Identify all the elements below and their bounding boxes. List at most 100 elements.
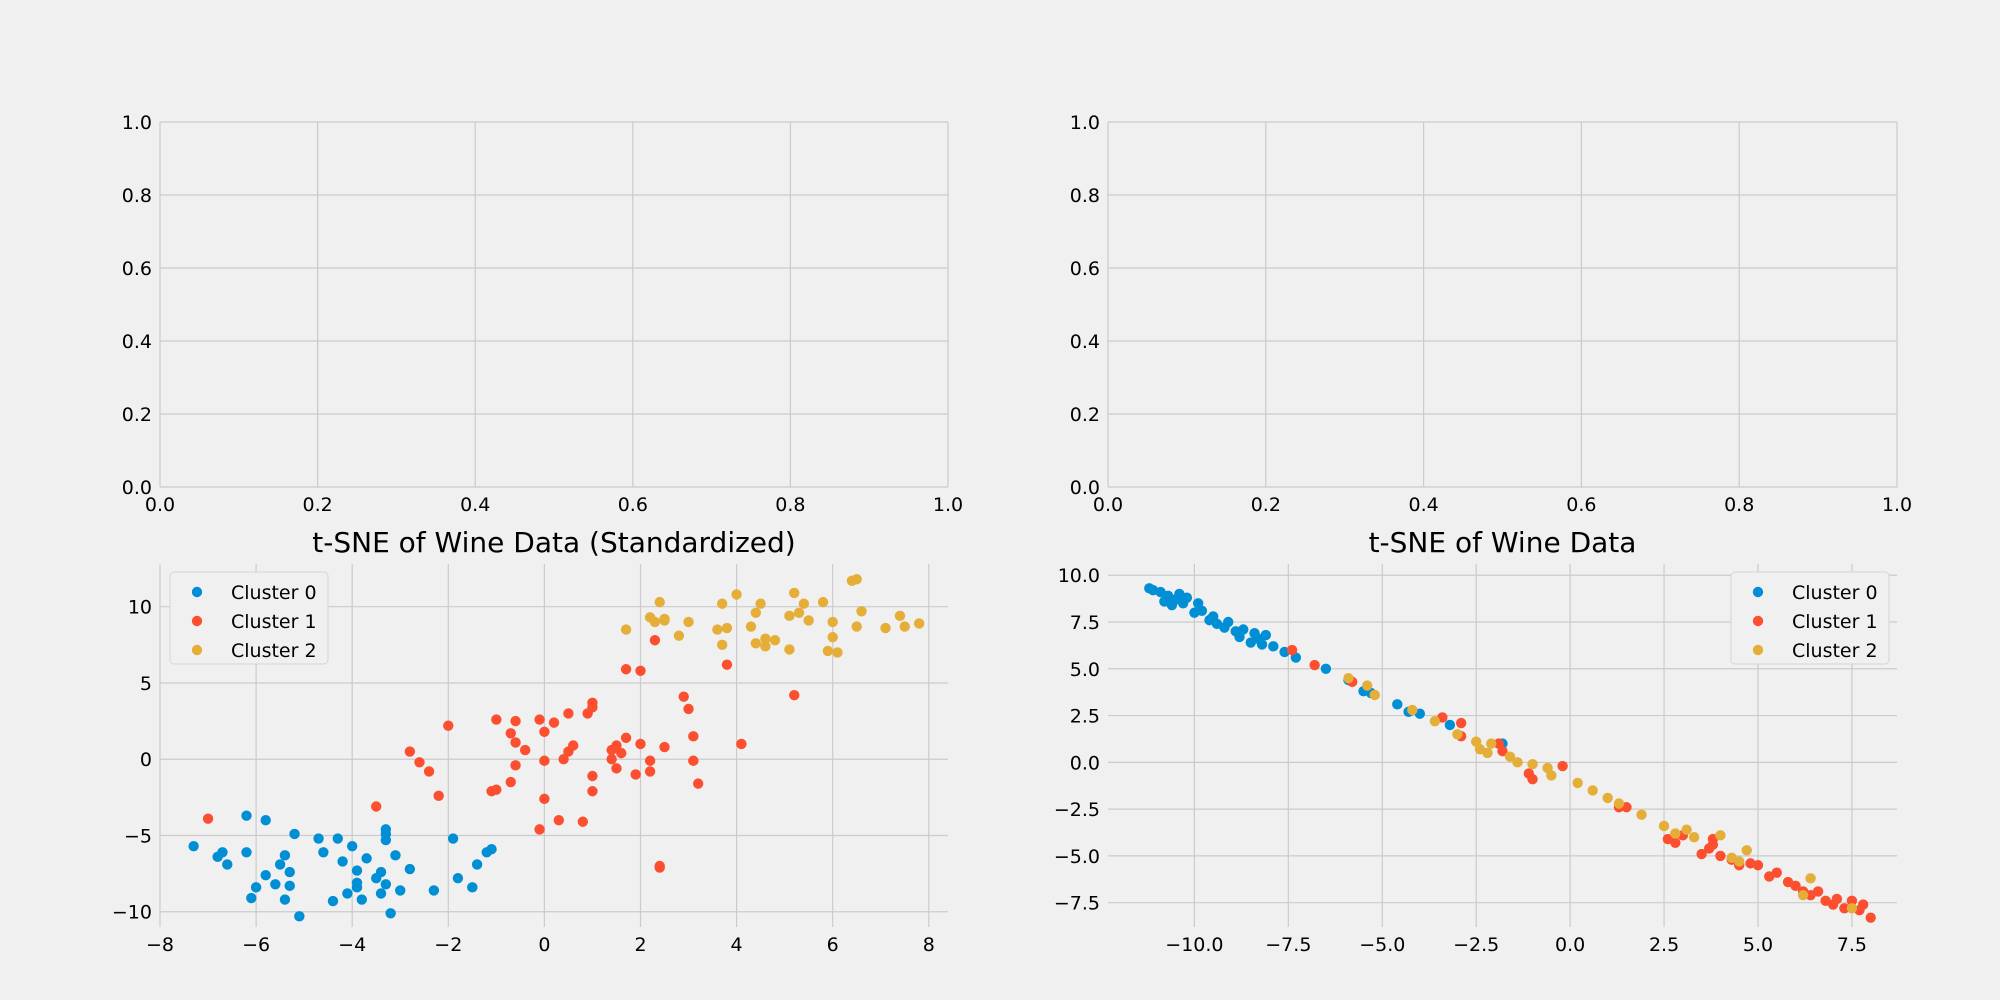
data-point <box>250 882 262 893</box>
data-point <box>346 840 358 852</box>
y-tick-label: 0.4 <box>1070 331 1100 353</box>
data-point <box>471 859 483 870</box>
data-point <box>539 755 550 766</box>
legend: Cluster 0 Cluster 1 Cluster 2 <box>169 571 329 665</box>
data-point <box>688 731 699 742</box>
data-point <box>510 737 521 748</box>
x-tick-label: 0 <box>538 934 550 956</box>
x-tick-label: −5.0 <box>1359 934 1405 956</box>
data-point <box>688 755 699 766</box>
data-point <box>452 872 464 884</box>
x-tick-label: 1.0 <box>933 494 963 516</box>
data-point <box>1790 880 1801 892</box>
data-point <box>817 596 829 608</box>
data-point <box>1658 820 1670 832</box>
data-point <box>260 815 271 826</box>
x-tick-label: 2.5 <box>1649 934 1679 956</box>
y-tick-label: 7.5 <box>1070 612 1100 634</box>
y-tick-label: −5.0 <box>1054 846 1100 868</box>
data-point <box>491 714 502 725</box>
y-tick-label: 0.8 <box>1070 185 1100 207</box>
data-point <box>630 769 641 780</box>
data-point <box>246 892 257 904</box>
y-tick-label: 5 <box>140 673 152 695</box>
data-point <box>289 828 300 840</box>
chart-title: t-SNE of Wine Data (Standardized) <box>312 526 795 559</box>
data-point <box>1486 738 1497 749</box>
data-point <box>1407 704 1418 716</box>
data-point <box>760 633 771 644</box>
data-point <box>659 741 670 753</box>
data-point <box>380 879 392 890</box>
data-point <box>1741 845 1752 856</box>
data-point <box>644 766 656 777</box>
data-point <box>1572 777 1583 789</box>
series-cluster-0 <box>188 810 497 922</box>
data-point <box>784 610 795 622</box>
series-cluster-2 <box>1343 672 1858 914</box>
data-point <box>1497 745 1508 757</box>
x-tick-label: −2.5 <box>1453 934 1499 956</box>
legend-marker <box>1752 615 1764 627</box>
data-point <box>1831 893 1843 905</box>
data-point <box>505 728 516 739</box>
legend-label: Cluster 1 <box>231 611 317 633</box>
x-tick-label: 4 <box>731 934 743 956</box>
data-point <box>260 869 271 881</box>
data-point <box>385 908 396 919</box>
data-point <box>327 895 339 907</box>
data-point <box>539 793 550 805</box>
data-point <box>539 726 550 737</box>
y-tick-label: 0.2 <box>122 404 152 426</box>
data-point <box>1636 809 1647 820</box>
data-point <box>1846 895 1858 907</box>
x-tick-label: 0.4 <box>460 494 490 516</box>
chart-title: t-SNE of Wine Data <box>1369 526 1637 559</box>
data-point <box>414 757 425 768</box>
y-tick-label: −10 <box>112 902 152 924</box>
data-point <box>721 622 733 634</box>
data-point <box>553 815 565 826</box>
data-point <box>1369 689 1380 701</box>
x-tick-label: 0.0 <box>145 494 175 516</box>
plot-area <box>160 122 948 487</box>
data-point <box>1715 830 1726 841</box>
data-point <box>587 770 598 782</box>
data-point <box>510 715 521 727</box>
y-tick-label: 0.0 <box>1070 477 1100 499</box>
x-tick-label: −2 <box>434 934 462 956</box>
data-point <box>1309 659 1320 671</box>
data-point <box>433 790 444 802</box>
data-point <box>1256 639 1268 650</box>
x-tick-label: 0.4 <box>1408 494 1438 516</box>
data-point <box>1196 605 1208 616</box>
data-point <box>678 691 689 702</box>
y-tick-label: 0.0 <box>122 477 152 499</box>
data-point <box>659 613 670 625</box>
data-point <box>769 635 781 646</box>
data-point <box>649 616 661 628</box>
x-tick-label: 0.8 <box>775 494 805 516</box>
data-point <box>635 665 646 676</box>
data-point <box>279 850 291 861</box>
data-point <box>798 598 810 609</box>
data-point <box>491 784 502 795</box>
x-tick-label: 0.8 <box>1724 494 1754 516</box>
legend-marker <box>1752 644 1764 656</box>
data-point <box>1268 641 1279 652</box>
data-point <box>616 747 627 759</box>
legend: Cluster 0 Cluster 1 Cluster 2 <box>1730 571 1890 665</box>
data-point <box>1546 770 1557 781</box>
legend-label: Cluster 1 <box>1792 611 1878 633</box>
legend-label: Cluster 0 <box>231 582 317 604</box>
series-cluster-2 <box>620 574 925 658</box>
data-point <box>1846 903 1858 914</box>
data-point <box>1286 644 1298 656</box>
data-point <box>750 638 762 649</box>
data-point <box>1670 828 1681 839</box>
data-point <box>1482 747 1493 759</box>
legend-label: Cluster 2 <box>1792 640 1878 662</box>
x-tick-label: 0.6 <box>618 494 648 516</box>
legend-label: Cluster 2 <box>231 640 317 662</box>
data-point <box>467 882 478 893</box>
